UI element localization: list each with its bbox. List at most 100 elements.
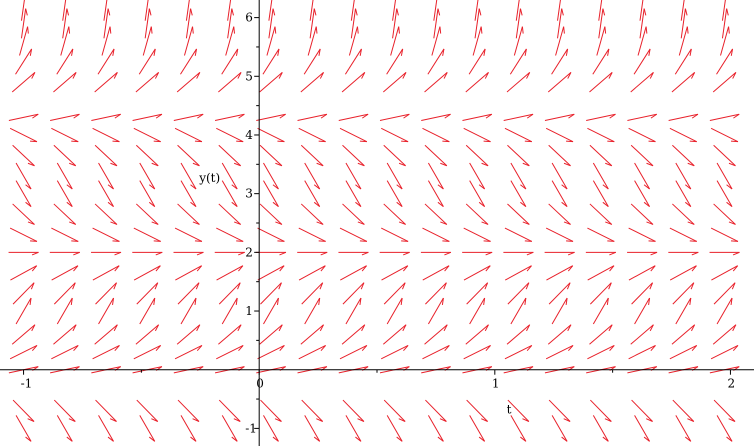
direction-arrow	[628, 127, 656, 143]
direction-arrow	[383, 282, 406, 305]
direction-arrow	[675, 180, 692, 208]
direction-arrow	[345, 297, 362, 325]
direction-arrow	[544, 113, 575, 121]
direction-arrow	[463, 127, 491, 143]
direction-arrow	[309, 8, 317, 39]
direction-arrow	[675, 297, 692, 325]
direction-arrow	[180, 297, 197, 325]
direction-arrow	[259, 71, 283, 93]
direction-arrow	[675, 415, 692, 442]
direction-arrow	[15, 162, 32, 190]
direction-arrow	[176, 71, 201, 93]
direction-arrow	[92, 127, 120, 143]
direction-arrow	[180, 180, 197, 208]
direction-arrow	[420, 251, 452, 256]
direction-arrow	[587, 127, 615, 143]
direction-arrow	[547, 71, 572, 93]
direction-arrow	[263, 180, 279, 208]
direction-arrow	[669, 227, 697, 242]
direction-arrow	[589, 203, 613, 225]
direction-arrow	[15, 415, 32, 442]
direction-arrow	[304, 297, 321, 325]
direction-arrow	[507, 399, 530, 422]
direction-arrow	[62, 8, 70, 39]
direction-arrow	[544, 251, 575, 256]
direction-arrow	[468, 48, 486, 75]
direction-arrow	[53, 203, 77, 225]
direction-arrow	[422, 344, 450, 360]
direction-arrow	[98, 162, 114, 190]
direction-arrow	[218, 282, 241, 305]
direction-arrow	[95, 282, 117, 305]
direction-arrow	[139, 415, 156, 442]
direction-arrow	[545, 227, 574, 242]
direction-arrow	[427, 162, 444, 190]
direction-arrow	[51, 344, 79, 360]
direction-arrow	[94, 203, 118, 225]
direction-arrow	[92, 227, 120, 242]
y-tick-label: 5	[245, 69, 253, 83]
direction-arrow	[257, 344, 285, 360]
direction-arrow	[180, 48, 198, 75]
direction-arrow	[678, 26, 689, 56]
direction-arrow	[53, 282, 76, 305]
direction-arrow	[627, 251, 658, 256]
direction-arrow	[12, 203, 35, 225]
direction-arrow	[548, 144, 571, 167]
x-tick-label: 2	[727, 377, 735, 391]
direction-arrow	[587, 265, 615, 281]
direction-arrow	[183, 26, 194, 56]
direction-arrow	[630, 324, 654, 345]
direction-arrow	[51, 127, 79, 143]
direction-arrow	[221, 415, 238, 442]
direction-arrow	[342, 282, 365, 305]
direction-arrow	[135, 71, 160, 93]
direction-arrow	[557, 8, 564, 39]
direction-arrow	[637, 26, 648, 56]
direction-arrow	[555, 26, 565, 56]
direction-arrow	[515, 8, 523, 39]
direction-arrow	[12, 144, 35, 167]
direction-arrow	[425, 399, 447, 422]
direction-arrow	[174, 227, 203, 242]
direction-arrow	[341, 324, 366, 345]
direction-arrow	[628, 265, 656, 281]
direction-arrow	[551, 415, 568, 442]
direction-arrow	[342, 399, 365, 422]
direction-arrow	[669, 265, 697, 281]
direction-arrow	[463, 265, 491, 281]
direction-arrow	[589, 282, 612, 305]
direction-arrow	[259, 144, 283, 167]
direction-arrow	[509, 48, 527, 75]
direction-arrow	[53, 144, 77, 167]
direction-arrow	[94, 71, 118, 93]
direction-arrow	[309, 0, 314, 21]
direction-arrow	[585, 251, 617, 256]
direction-arrow	[260, 399, 282, 422]
direction-arrow	[341, 71, 366, 93]
direction-arrow	[383, 144, 406, 167]
direction-arrow	[175, 265, 203, 281]
direction-arrow	[596, 26, 607, 56]
direction-arrow	[503, 113, 534, 121]
direction-arrow	[218, 71, 242, 93]
direction-arrow	[507, 144, 530, 167]
direction-arrow	[135, 144, 159, 167]
y-tick-label: 2	[245, 245, 253, 259]
direction-arrow	[257, 127, 285, 143]
direction-arrow	[56, 162, 73, 190]
direction-arrow	[298, 127, 326, 143]
direction-arrow	[422, 265, 450, 281]
direction-arrow	[297, 113, 328, 121]
direction-arrow	[548, 282, 571, 305]
direction-arrow	[340, 265, 367, 281]
direction-arrow	[345, 162, 362, 190]
direction-arrow	[266, 26, 277, 56]
direction-arrow	[382, 324, 407, 345]
direction-arrow	[339, 127, 368, 143]
direction-arrow	[180, 162, 197, 190]
direction-arrow	[307, 26, 318, 56]
direction-arrow	[103, 0, 108, 21]
direction-arrow	[634, 297, 651, 325]
direction-arrow	[97, 48, 115, 75]
